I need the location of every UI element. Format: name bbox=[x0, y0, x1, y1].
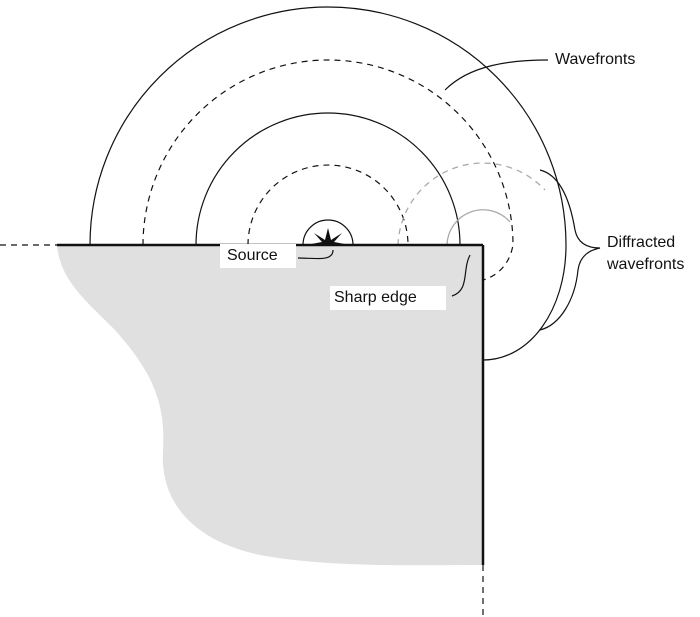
brace bbox=[540, 170, 600, 330]
leader bbox=[445, 60, 548, 90]
diffracted-label: Diffracted bbox=[607, 234, 675, 251]
diffracted-label: wavefronts bbox=[606, 256, 684, 273]
wavefronts-label: Wavefronts bbox=[555, 51, 635, 68]
source-star bbox=[306, 228, 350, 245]
wavefront bbox=[196, 113, 460, 245]
diagram: Wavefronts Diffracted wavefronts Source … bbox=[0, 0, 700, 617]
sharp-edge-label: Sharp edge bbox=[334, 289, 417, 306]
diffracted-wavefront bbox=[398, 163, 545, 245]
source-label: Source bbox=[227, 247, 278, 264]
